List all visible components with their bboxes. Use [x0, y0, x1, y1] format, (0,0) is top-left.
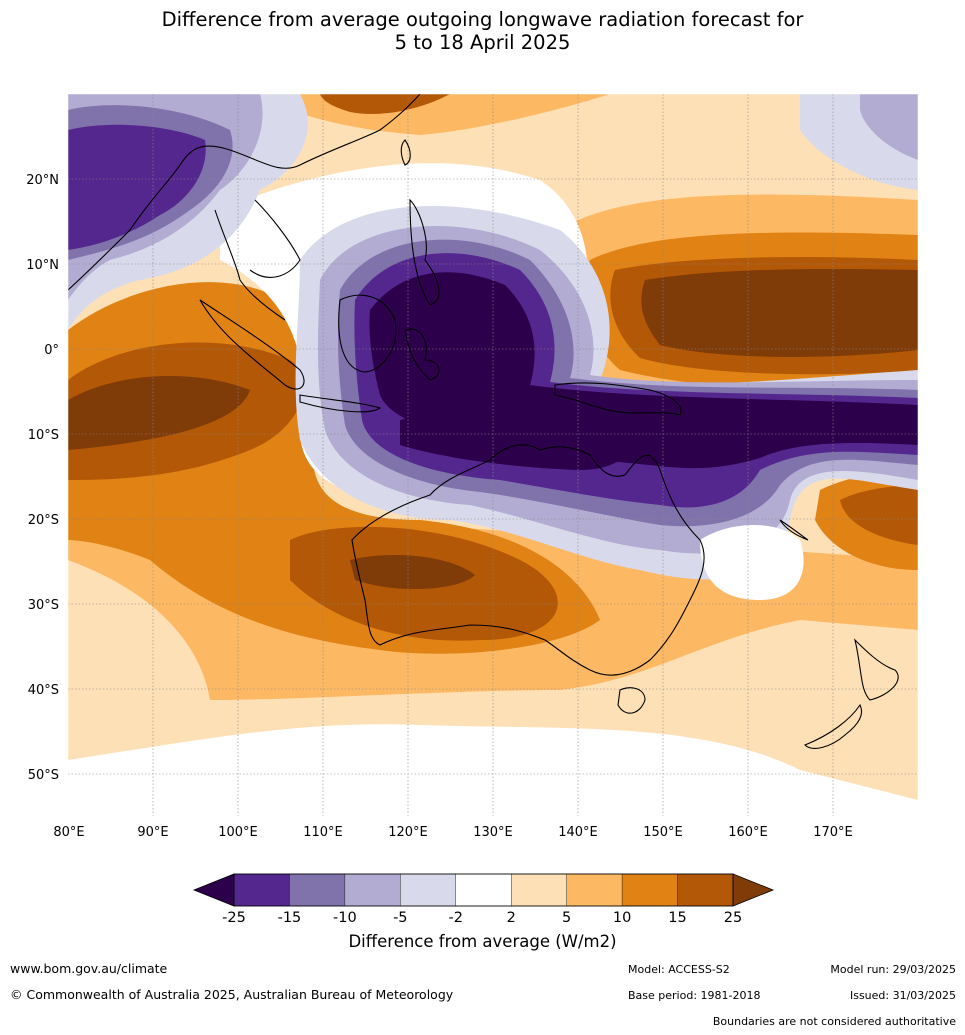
model-name: Model: ACCESS-S2: [628, 963, 730, 976]
tasmania-coastline: [617, 687, 646, 714]
title-line-1: Difference from average outgoing longwav…: [161, 8, 804, 31]
australia-coastline: [351, 444, 705, 676]
malay-peninsula-coastline: [214, 209, 286, 321]
lon-label: 170°E: [813, 825, 853, 840]
base-period: Base period: 1981-2018: [628, 989, 761, 1002]
java-coastline: [299, 394, 382, 413]
lon-label: 130°E: [473, 825, 513, 840]
colorbar-segment: [511, 873, 568, 907]
colorbar-tick-label: -5: [393, 910, 407, 926]
colorbar-segment: [233, 873, 291, 907]
colorbar: -25 -15 -10 -5 -2 2 5 10 15 25: [192, 873, 775, 926]
lon-label: 140°E: [558, 825, 598, 840]
graticule: [68, 94, 918, 816]
colorbar-tick-label: 5: [562, 910, 571, 926]
indochina-coastline: [249, 199, 301, 278]
latitude-labels: 20°N 10°N 0° 10°S 20°S 30°S 40°S 50°S: [26, 173, 59, 783]
model-run-date: Model run: 29/03/2025: [830, 963, 956, 976]
colorbar-label: Difference from average (W/m2): [348, 932, 617, 951]
lon-label: 120°E: [388, 825, 428, 840]
new-zealand-north-coastline: [854, 638, 899, 701]
title-line-2: 5 to 18 April 2025: [394, 31, 571, 54]
sumatra-coastline: [199, 299, 305, 390]
colorbar-segment: [677, 873, 734, 907]
colorbar-segment: [344, 873, 402, 907]
lat-label: 10°S: [28, 428, 59, 443]
colorbar-high-extend: [732, 873, 775, 907]
colorbar-segment: [455, 873, 512, 907]
lat-label: 20°N: [26, 173, 59, 188]
lon-label: 110°E: [303, 825, 343, 840]
new-caledonia-coastline: [779, 519, 809, 541]
taiwan-coastline: [400, 139, 411, 166]
lat-label: 20°S: [28, 513, 59, 528]
colorbar-ticks: -25 -15 -10 -5 -2 2 5 10 15 25: [222, 910, 742, 926]
colorbar-tick-label: 10: [613, 910, 631, 926]
colorbar-segment: [400, 873, 457, 907]
coral-sea-neutral: [700, 525, 804, 600]
lon-label: 150°E: [643, 825, 683, 840]
colorbar-tick-label: -10: [333, 910, 357, 926]
lat-label: 30°S: [28, 598, 59, 613]
philippines-coastline: [409, 198, 440, 306]
website-link[interactable]: www.bom.gov.au/climate: [10, 961, 168, 976]
new-guinea-coastline: [554, 382, 682, 416]
lat-label: 40°S: [28, 683, 59, 698]
western-australia-extreme-positive: [350, 555, 475, 590]
map-frame: [67, 93, 919, 817]
chart-title: Difference from average outgoing longwav…: [0, 8, 965, 54]
northern-australia-extreme-negative: [400, 414, 633, 470]
indian-ocean-extreme-positive: [68, 376, 250, 450]
lat-label: 0°: [44, 343, 59, 358]
colorbar-low-extend: [192, 873, 235, 907]
olr-anomaly-map: 20°N 10°N 0° 10°S 20°S 30°S 40°S 50°S 80…: [26, 93, 919, 840]
longitude-labels: 80°E 90°E 100°E 110°E 120°E 130°E 140°E …: [53, 825, 852, 840]
colorbar-segment: [289, 873, 346, 907]
colorbar-segment: [566, 873, 623, 907]
coastlines: [68, 94, 899, 749]
lon-label: 80°E: [53, 825, 84, 840]
colorbar-tick-label: 15: [668, 910, 686, 926]
colorbar-tick-label: -2: [449, 910, 463, 926]
sulawesi-coastline: [404, 328, 440, 381]
boundaries-disclaimer: Boundaries are not considered authoritat…: [712, 1015, 956, 1028]
colorbar-segment: [621, 873, 679, 907]
northeast-negative: [860, 94, 918, 160]
pacific-extreme-positive: [641, 269, 918, 357]
colorbar-segments: [233, 873, 734, 907]
asia-mainland-coastline: [68, 94, 421, 291]
southeast-asia-strong-negative: [68, 124, 206, 250]
colorbar-tick-label: -15: [278, 910, 302, 926]
lat-label: 10°N: [26, 258, 59, 273]
colorbar-tick-label: 2: [507, 910, 516, 926]
northern-strong-positive: [320, 94, 450, 114]
southwest-pacific-strong-positive: [840, 485, 918, 545]
borneo-coastline: [338, 294, 397, 373]
colorbar-tick-label: 25: [724, 910, 742, 926]
new-zealand-south-coastline: [804, 703, 863, 749]
lon-label: 90°E: [137, 825, 168, 840]
colorbar-tick-label: -25: [222, 910, 246, 926]
copyright-text: © Commonwealth of Australia 2025, Austra…: [10, 987, 454, 1002]
colorbar-frame: [233, 873, 734, 907]
lon-label: 160°E: [728, 825, 768, 840]
issued-date: Issued: 31/03/2025: [849, 989, 956, 1002]
lon-label: 100°E: [218, 825, 258, 840]
lat-label: 50°S: [28, 768, 59, 783]
